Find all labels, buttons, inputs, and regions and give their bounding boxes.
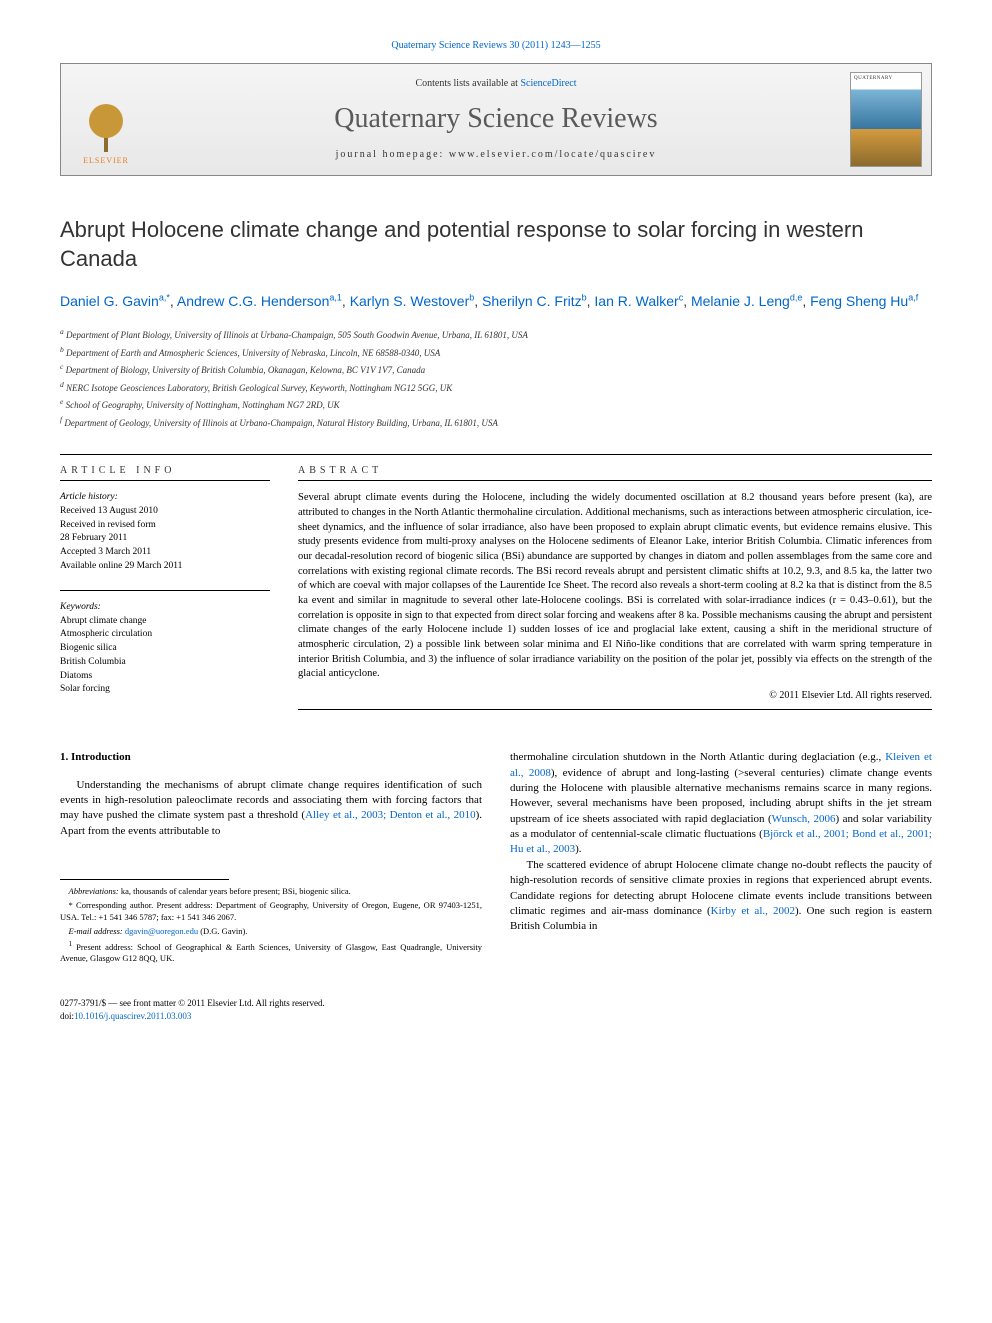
keywords-title: Keywords: <box>60 601 270 615</box>
history-received: Received 13 August 2010 <box>60 505 270 519</box>
body-col-left: 1. Introduction Understanding the mechan… <box>60 750 482 967</box>
journal-header: ELSEVIER Contents lists available at Sci… <box>60 63 932 176</box>
citation-link[interactable]: Wunsch, 2006 <box>772 813 836 825</box>
publisher-logo-area: ELSEVIER <box>61 64 151 175</box>
body-paragraph: thermohaline circulation shutdown in the… <box>510 750 932 858</box>
contents-line: Contents lists available at ScienceDirec… <box>161 78 831 89</box>
affil-link[interactable]: b <box>469 293 474 303</box>
affiliations: a Department of Plant Biology, Universit… <box>60 326 932 430</box>
affiliation-f: f Department of Geology, University of I… <box>60 414 932 431</box>
affiliation-d: d NERC Isotope Geosciences Laboratory, B… <box>60 379 932 396</box>
abstract-label: ABSTRACT <box>298 465 932 476</box>
footnote-abbr: Abbreviations: ka, thousands of calendar… <box>60 886 482 898</box>
history-online: Available online 29 March 2011 <box>60 560 270 574</box>
keyword: Biogenic silica <box>60 642 270 656</box>
affiliation-e: e School of Geography, University of Not… <box>60 396 932 413</box>
info-abstract-row: ARTICLE INFO Article history: Received 1… <box>60 465 932 720</box>
elsevier-tree-icon <box>81 102 131 152</box>
citation-link[interactable]: Kirby et al., 2002 <box>711 905 795 917</box>
journal-name: Quaternary Science Reviews <box>161 103 831 135</box>
top-citation: Quaternary Science Reviews 30 (2011) 124… <box>60 40 932 51</box>
affiliation-a: a Department of Plant Biology, Universit… <box>60 326 932 343</box>
keyword: Solar forcing <box>60 683 270 697</box>
history-title: Article history: <box>60 491 270 505</box>
keyword: British Columbia <box>60 656 270 670</box>
bottom-row: 0277-3791/$ — see front matter © 2011 El… <box>60 997 932 1022</box>
divider <box>60 480 270 481</box>
journal-cover-thumbnail <box>850 72 922 167</box>
author-list: Daniel G. Gavina,*, Andrew C.G. Henderso… <box>60 291 932 312</box>
footnote-divider <box>60 879 229 880</box>
history-accepted: Accepted 3 March 2011 <box>60 546 270 560</box>
cover-thumb-area <box>841 64 931 175</box>
keywords-block: Keywords: Abrupt climate change Atmosphe… <box>60 601 270 697</box>
author-link[interactable]: Ian R. Walker <box>594 293 678 309</box>
elsevier-logo: ELSEVIER <box>71 95 141 165</box>
divider <box>298 709 932 710</box>
citation-link[interactable]: Alley et al., 2003; Denton et al., 2010 <box>305 809 475 821</box>
affiliation-c: c Department of Biology, University of B… <box>60 361 932 378</box>
article-info-col: ARTICLE INFO Article history: Received 1… <box>60 465 270 720</box>
author-link[interactable]: Daniel G. Gavin <box>60 293 159 309</box>
doi-link[interactable]: 10.1016/j.quascirev.2011.03.003 <box>74 1011 191 1021</box>
divider <box>298 480 932 481</box>
article-info-label: ARTICLE INFO <box>60 465 270 476</box>
copyright: © 2011 Elsevier Ltd. All rights reserved… <box>298 690 932 701</box>
body-col-right: thermohaline circulation shutdown in the… <box>510 750 932 967</box>
body-columns: 1. Introduction Understanding the mechan… <box>60 750 932 967</box>
sciencedirect-link[interactable]: ScienceDirect <box>520 78 576 89</box>
section-heading: 1. Introduction <box>60 750 482 765</box>
author-link[interactable]: Feng Sheng Hu <box>810 293 908 309</box>
history-revised-line2: 28 February 2011 <box>60 532 270 546</box>
footnotes: Abbreviations: ka, thousands of calendar… <box>60 886 482 965</box>
header-center: Contents lists available at ScienceDirec… <box>151 64 841 175</box>
homepage-prefix: journal homepage: <box>336 149 449 160</box>
footnote-present-address: 1 Present address: School of Geographica… <box>60 940 482 966</box>
footnote-corresponding: * Corresponding author. Present address:… <box>60 900 482 924</box>
footnote-email: E-mail address: dgavin@uoregon.edu (D.G.… <box>60 926 482 938</box>
affil-link[interactable]: a,f <box>908 293 918 303</box>
affil-link[interactable]: c <box>679 293 684 303</box>
doi-line: doi:10.1016/j.quascirev.2011.03.003 <box>60 1010 325 1023</box>
keyword: Abrupt climate change <box>60 615 270 629</box>
article-title: Abrupt Holocene climate change and poten… <box>60 216 932 273</box>
contents-prefix: Contents lists available at <box>415 78 520 89</box>
affil-link[interactable]: a,* <box>159 293 170 303</box>
journal-homepage: journal homepage: www.elsevier.com/locat… <box>161 149 831 160</box>
homepage-url: www.elsevier.com/locate/quascirev <box>449 149 657 160</box>
body-paragraph: The scattered evidence of abrupt Holocen… <box>510 858 932 935</box>
body-paragraph: Understanding the mechanisms of abrupt c… <box>60 778 482 840</box>
author-link[interactable]: Sherilyn C. Fritz <box>482 293 582 309</box>
bottom-left: 0277-3791/$ — see front matter © 2011 El… <box>60 997 325 1022</box>
abstract-text: Several abrupt climate events during the… <box>298 491 932 682</box>
email-link[interactable]: dgavin@uoregon.edu <box>125 926 198 936</box>
author-link[interactable]: Karlyn S. Westover <box>350 293 470 309</box>
author-link[interactable]: Melanie J. Leng <box>691 293 790 309</box>
keyword: Diatoms <box>60 670 270 684</box>
keyword: Atmospheric circulation <box>60 628 270 642</box>
abstract-col: ABSTRACT Several abrupt climate events d… <box>298 465 932 720</box>
divider <box>60 590 270 591</box>
author-link[interactable]: Andrew C.G. Henderson <box>177 293 330 309</box>
elsevier-text: ELSEVIER <box>83 156 129 165</box>
divider <box>60 454 932 455</box>
article-history: Article history: Received 13 August 2010… <box>60 491 270 574</box>
affil-link[interactable]: b <box>582 293 587 303</box>
issn-line: 0277-3791/$ — see front matter © 2011 El… <box>60 997 325 1010</box>
affil-link[interactable]: a,1 <box>329 293 342 303</box>
affiliation-b: b Department of Earth and Atmospheric Sc… <box>60 344 932 361</box>
affil-link[interactable]: d,e <box>790 293 803 303</box>
history-revised-line1: Received in revised form <box>60 519 270 533</box>
citation-link[interactable]: Quaternary Science Reviews 30 (2011) 124… <box>391 40 600 51</box>
